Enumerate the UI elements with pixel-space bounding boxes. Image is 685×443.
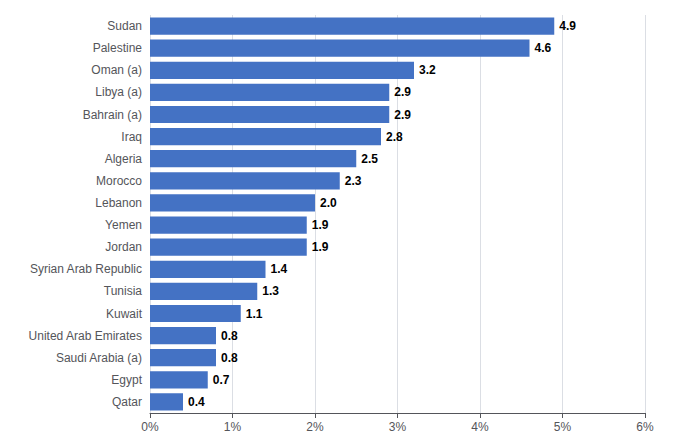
svg-text:Kuwait: Kuwait [106,307,143,321]
svg-text:Oman (a): Oman (a) [91,63,142,77]
svg-text:2.3: 2.3 [345,174,362,188]
svg-text:4%: 4% [471,420,489,434]
svg-text:Palestine: Palestine [93,41,143,55]
svg-text:1.3: 1.3 [262,284,279,298]
svg-text:Sudan: Sudan [107,19,142,33]
svg-text:1.9: 1.9 [312,218,329,232]
svg-text:Algeria: Algeria [105,152,143,166]
svg-text:Saudi Arabia (a): Saudi Arabia (a) [56,351,142,365]
svg-text:Lebanon: Lebanon [95,196,142,210]
svg-text:1.4: 1.4 [271,262,288,276]
svg-text:0.7: 0.7 [213,373,230,387]
svg-text:2.0: 2.0 [320,196,337,210]
svg-text:4.6: 4.6 [535,41,552,55]
svg-text:United Arab Emirates: United Arab Emirates [29,329,142,343]
svg-text:1%: 1% [224,420,242,434]
svg-text:2.9: 2.9 [394,108,411,122]
svg-text:1.1: 1.1 [246,307,263,321]
svg-text:2.8: 2.8 [386,130,403,144]
svg-text:5%: 5% [554,420,572,434]
svg-text:3%: 3% [389,420,407,434]
svg-text:0%: 0% [141,420,159,434]
svg-text:Qatar: Qatar [112,395,142,409]
svg-text:Libya (a): Libya (a) [95,85,142,99]
svg-text:Tunisia: Tunisia [104,284,143,298]
svg-text:2%: 2% [306,420,324,434]
svg-text:2.9: 2.9 [394,85,411,99]
svg-text:Egypt: Egypt [111,373,142,387]
svg-text:1.9: 1.9 [312,240,329,254]
svg-text:4.9: 4.9 [559,19,576,33]
svg-text:3.2: 3.2 [419,63,436,77]
svg-text:0.8: 0.8 [221,329,238,343]
svg-text:0.4: 0.4 [188,395,205,409]
svg-text:Bahrain (a): Bahrain (a) [83,108,142,122]
svg-text:Jordan: Jordan [105,240,142,254]
svg-text:0.8: 0.8 [221,351,238,365]
svg-text:Iraq: Iraq [121,130,142,144]
svg-text:2.5: 2.5 [361,152,378,166]
svg-text:6%: 6% [636,420,654,434]
svg-text:Syrian Arab Republic: Syrian Arab Republic [30,262,142,276]
svg-text:Morocco: Morocco [96,174,142,188]
svg-text:Yemen: Yemen [105,218,142,232]
